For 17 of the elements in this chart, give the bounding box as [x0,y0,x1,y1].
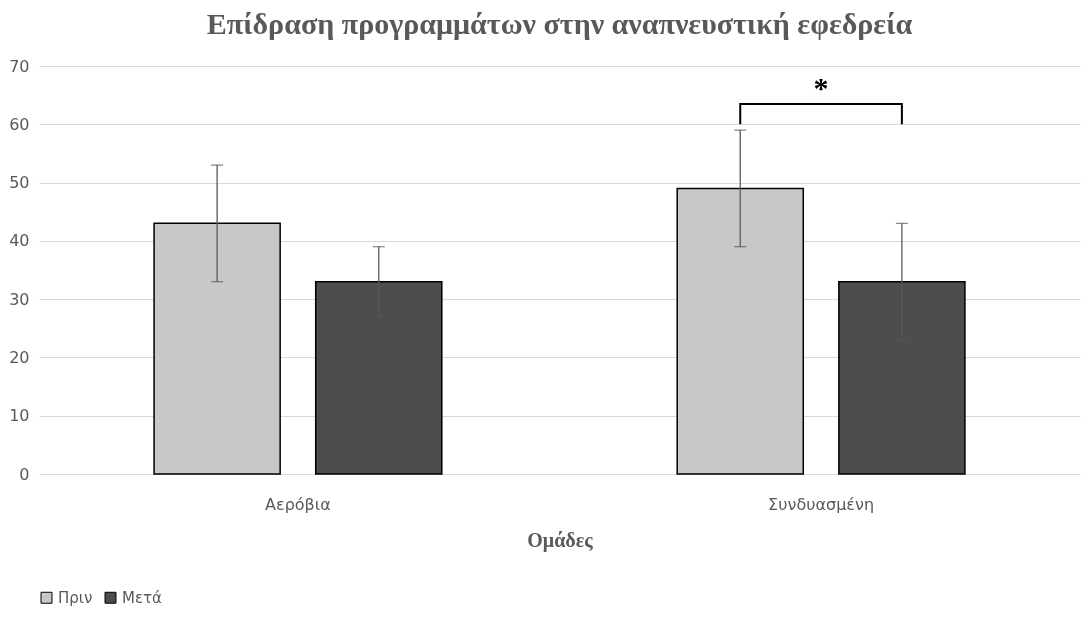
y-tick-label: 50 [9,173,30,193]
y-tick-label: 0 [19,464,30,484]
bar [676,187,805,475]
x-tick-label: Συνδυασμένη [768,494,875,514]
y-tick-label: 10 [9,406,30,426]
y-tick-label: 60 [9,114,30,134]
bar [153,222,281,475]
annotation: * [813,71,829,105]
y-tick-label: 20 [9,347,30,367]
y-tick-label: 70 [9,56,30,76]
chart-title: Επίδραση προγραμμάτων στην αναπνευστική εφεδρεία [206,7,913,40]
y-tick-label: 40 [9,231,30,251]
x-axis-title: Ομάδες [527,528,594,552]
legend-label: Μετά [122,588,163,607]
x-tick-label: Αερόβια [265,494,331,514]
y-tick-label: 30 [9,289,30,309]
legend-label: Πριν [58,588,93,607]
